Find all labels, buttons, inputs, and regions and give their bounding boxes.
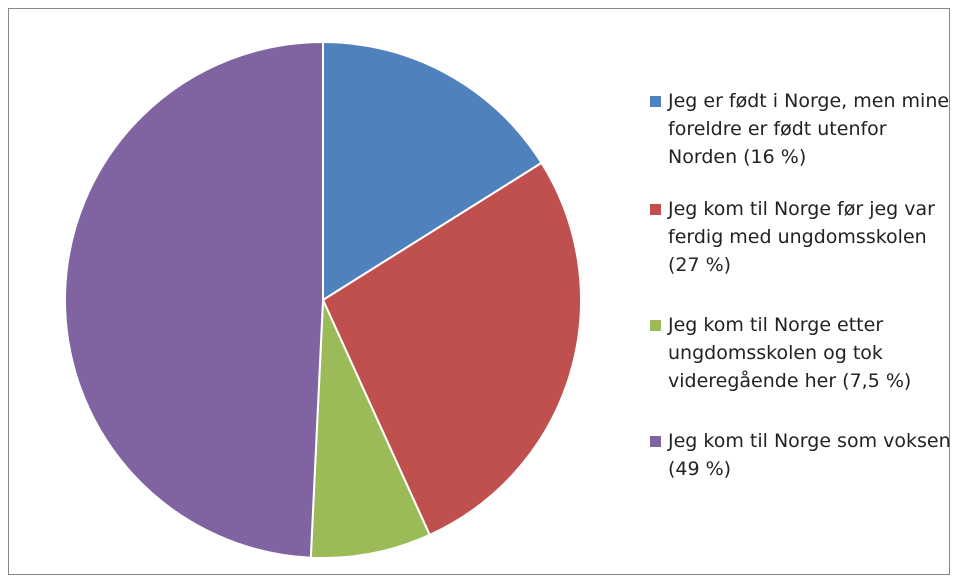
legend-label: Jeg er født i Norge, men mine foreldre e… — [668, 90, 950, 168]
legend-label: Jeg kom til Norge etter ungdomsskolen og… — [668, 314, 912, 392]
legend-label: Jeg kom til Norge som voksen (49 %) — [668, 430, 951, 480]
pie-slice — [322, 40, 543, 302]
legend-label: Jeg kom til Norge før jeg var ferdig med… — [668, 198, 935, 276]
legend-swatch — [650, 320, 661, 331]
pie-slice — [64, 40, 324, 559]
legend-swatch — [650, 436, 661, 447]
legend-swatch — [650, 204, 661, 215]
pie-slice — [309, 299, 431, 559]
legend-swatch — [650, 96, 661, 107]
